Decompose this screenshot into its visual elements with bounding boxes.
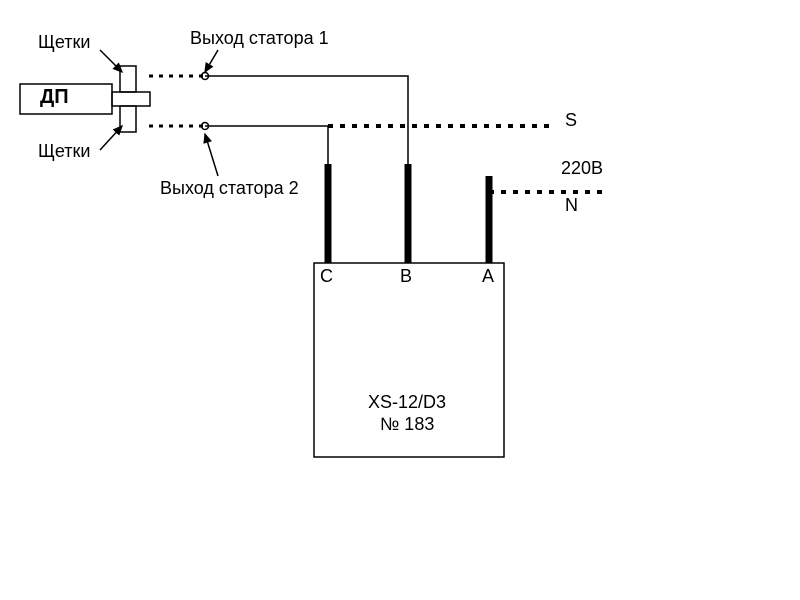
wire-stator1-b bbox=[205, 76, 408, 263]
arrow-brush_bot bbox=[100, 126, 122, 150]
brush-bottom bbox=[120, 106, 136, 132]
wire-stator2-c bbox=[205, 126, 328, 263]
arrow-brush_top bbox=[100, 50, 122, 72]
diagram-canvas: Щетки Щетки Выход статора 1 Выход статор… bbox=[0, 0, 800, 600]
motor-body bbox=[20, 84, 112, 114]
arrow-stator2 bbox=[205, 134, 218, 176]
controller-box bbox=[314, 263, 504, 457]
diagram-svg bbox=[0, 0, 800, 600]
brush-top bbox=[120, 66, 136, 92]
arrow-stator1 bbox=[205, 50, 218, 72]
motor-shaft bbox=[112, 92, 150, 106]
